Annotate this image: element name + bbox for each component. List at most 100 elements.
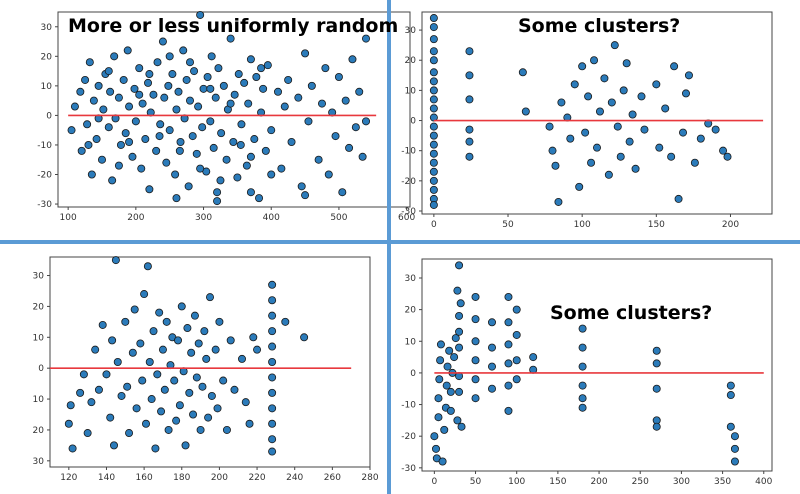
scatter-point (726, 381, 735, 390)
scatter-point (361, 117, 370, 126)
x-tick-label: 100 (60, 213, 77, 223)
scatter-panel-top-left: 100 200 300 400 500 600 -30 -20 -10 0 10 20 30 (0, 0, 415, 241)
scatter-point (581, 128, 590, 137)
scatter-point (521, 107, 530, 116)
scatter-point (504, 359, 513, 368)
scatter-point (164, 425, 173, 434)
scatter-point (625, 137, 634, 146)
scatter-point (471, 375, 480, 384)
scatter-point (125, 429, 134, 438)
scatter-point (321, 64, 330, 73)
x-tick-label: 280 (361, 473, 378, 483)
scatter-point (136, 339, 145, 348)
scatter-point (213, 197, 222, 206)
scatter-point (652, 346, 661, 355)
scatter-point (331, 132, 340, 141)
scatter-point (245, 419, 254, 428)
scatter-point (429, 104, 438, 113)
scatter-point (465, 152, 474, 161)
scatter-point (268, 404, 277, 413)
scatter-point (104, 123, 113, 132)
scatter-point (338, 188, 347, 197)
scatter-point (94, 81, 103, 90)
scatter-point (548, 146, 557, 155)
scatter-point (457, 422, 466, 431)
scatter-point (215, 317, 224, 326)
scatter-point (471, 315, 480, 324)
y-tick-label: -30 (401, 464, 416, 474)
scatter-point (684, 71, 693, 80)
x-tick-label: 200 (127, 213, 144, 223)
scatter-point (241, 398, 250, 407)
scatter-point (200, 327, 209, 336)
scatter-point (471, 337, 480, 346)
scatter-point (545, 122, 554, 131)
scatter-point (488, 318, 497, 327)
scatter-point (79, 370, 88, 379)
scatter-point (455, 387, 464, 396)
scatter-point (242, 161, 251, 170)
scatter-point (453, 416, 462, 425)
scatter-point (674, 194, 683, 203)
scatter-point (429, 35, 438, 44)
scatter-point (268, 419, 277, 428)
scatter-point (184, 182, 193, 191)
scatter-point (334, 73, 343, 82)
scatter-point (70, 102, 79, 111)
scatter-point (81, 75, 90, 84)
scatter-point (157, 407, 166, 416)
scatter-point (304, 117, 313, 126)
scatter-point (175, 146, 184, 155)
scatter-point (465, 125, 474, 134)
scatter-point (132, 404, 141, 413)
scatter-point (106, 87, 115, 96)
scatter-point (183, 324, 192, 333)
scatter-point (465, 137, 474, 146)
scatter-point (429, 167, 438, 176)
scatter-point (246, 152, 255, 161)
y-tick-label: -30 (401, 207, 416, 217)
scatter-point (587, 158, 596, 167)
scatter-point (199, 84, 208, 93)
scatter-point (196, 425, 205, 434)
scatter-point (141, 419, 150, 428)
scatter-point (196, 10, 205, 19)
scatter-point (446, 406, 455, 415)
scatter-point (268, 388, 277, 397)
scatter-point (434, 413, 443, 422)
scatter-point (209, 143, 218, 152)
scatter-point (259, 84, 268, 93)
y-tick-label: 30 (33, 272, 45, 282)
scatter-point (83, 120, 92, 129)
scatter-point (730, 432, 739, 441)
scatter-point (450, 353, 459, 362)
scatter-point (246, 188, 255, 197)
scatter-point (307, 81, 316, 90)
scatter-point (566, 134, 575, 143)
x-tick-label: 160 (136, 473, 153, 483)
scatter-point (177, 302, 186, 311)
annotation-some-clusters-top: Some clusters? (518, 15, 681, 37)
scatter-point (652, 80, 661, 89)
scatter-point (236, 140, 245, 149)
scatter-point (465, 47, 474, 56)
y-tick-label: 10 (405, 337, 417, 347)
scatter-point (652, 422, 661, 431)
scatter-point (99, 105, 108, 114)
scatter-point (206, 84, 215, 93)
scatter-point (111, 256, 120, 265)
scatter-point (138, 99, 147, 108)
scatter-point (205, 293, 214, 302)
scatter-point (128, 348, 137, 357)
x-tick-label: 50 (502, 220, 514, 230)
scatter-point (98, 320, 107, 329)
scatter-point (301, 191, 310, 200)
y-tick-label: 30 (41, 23, 53, 33)
scatter-point (144, 78, 153, 87)
scatter-point (165, 52, 174, 61)
scatter-point (512, 375, 521, 384)
scatter-point (584, 92, 593, 101)
x-tick-label: 200 (211, 473, 228, 483)
scatter-point (173, 336, 182, 345)
scatter-point (135, 90, 144, 99)
